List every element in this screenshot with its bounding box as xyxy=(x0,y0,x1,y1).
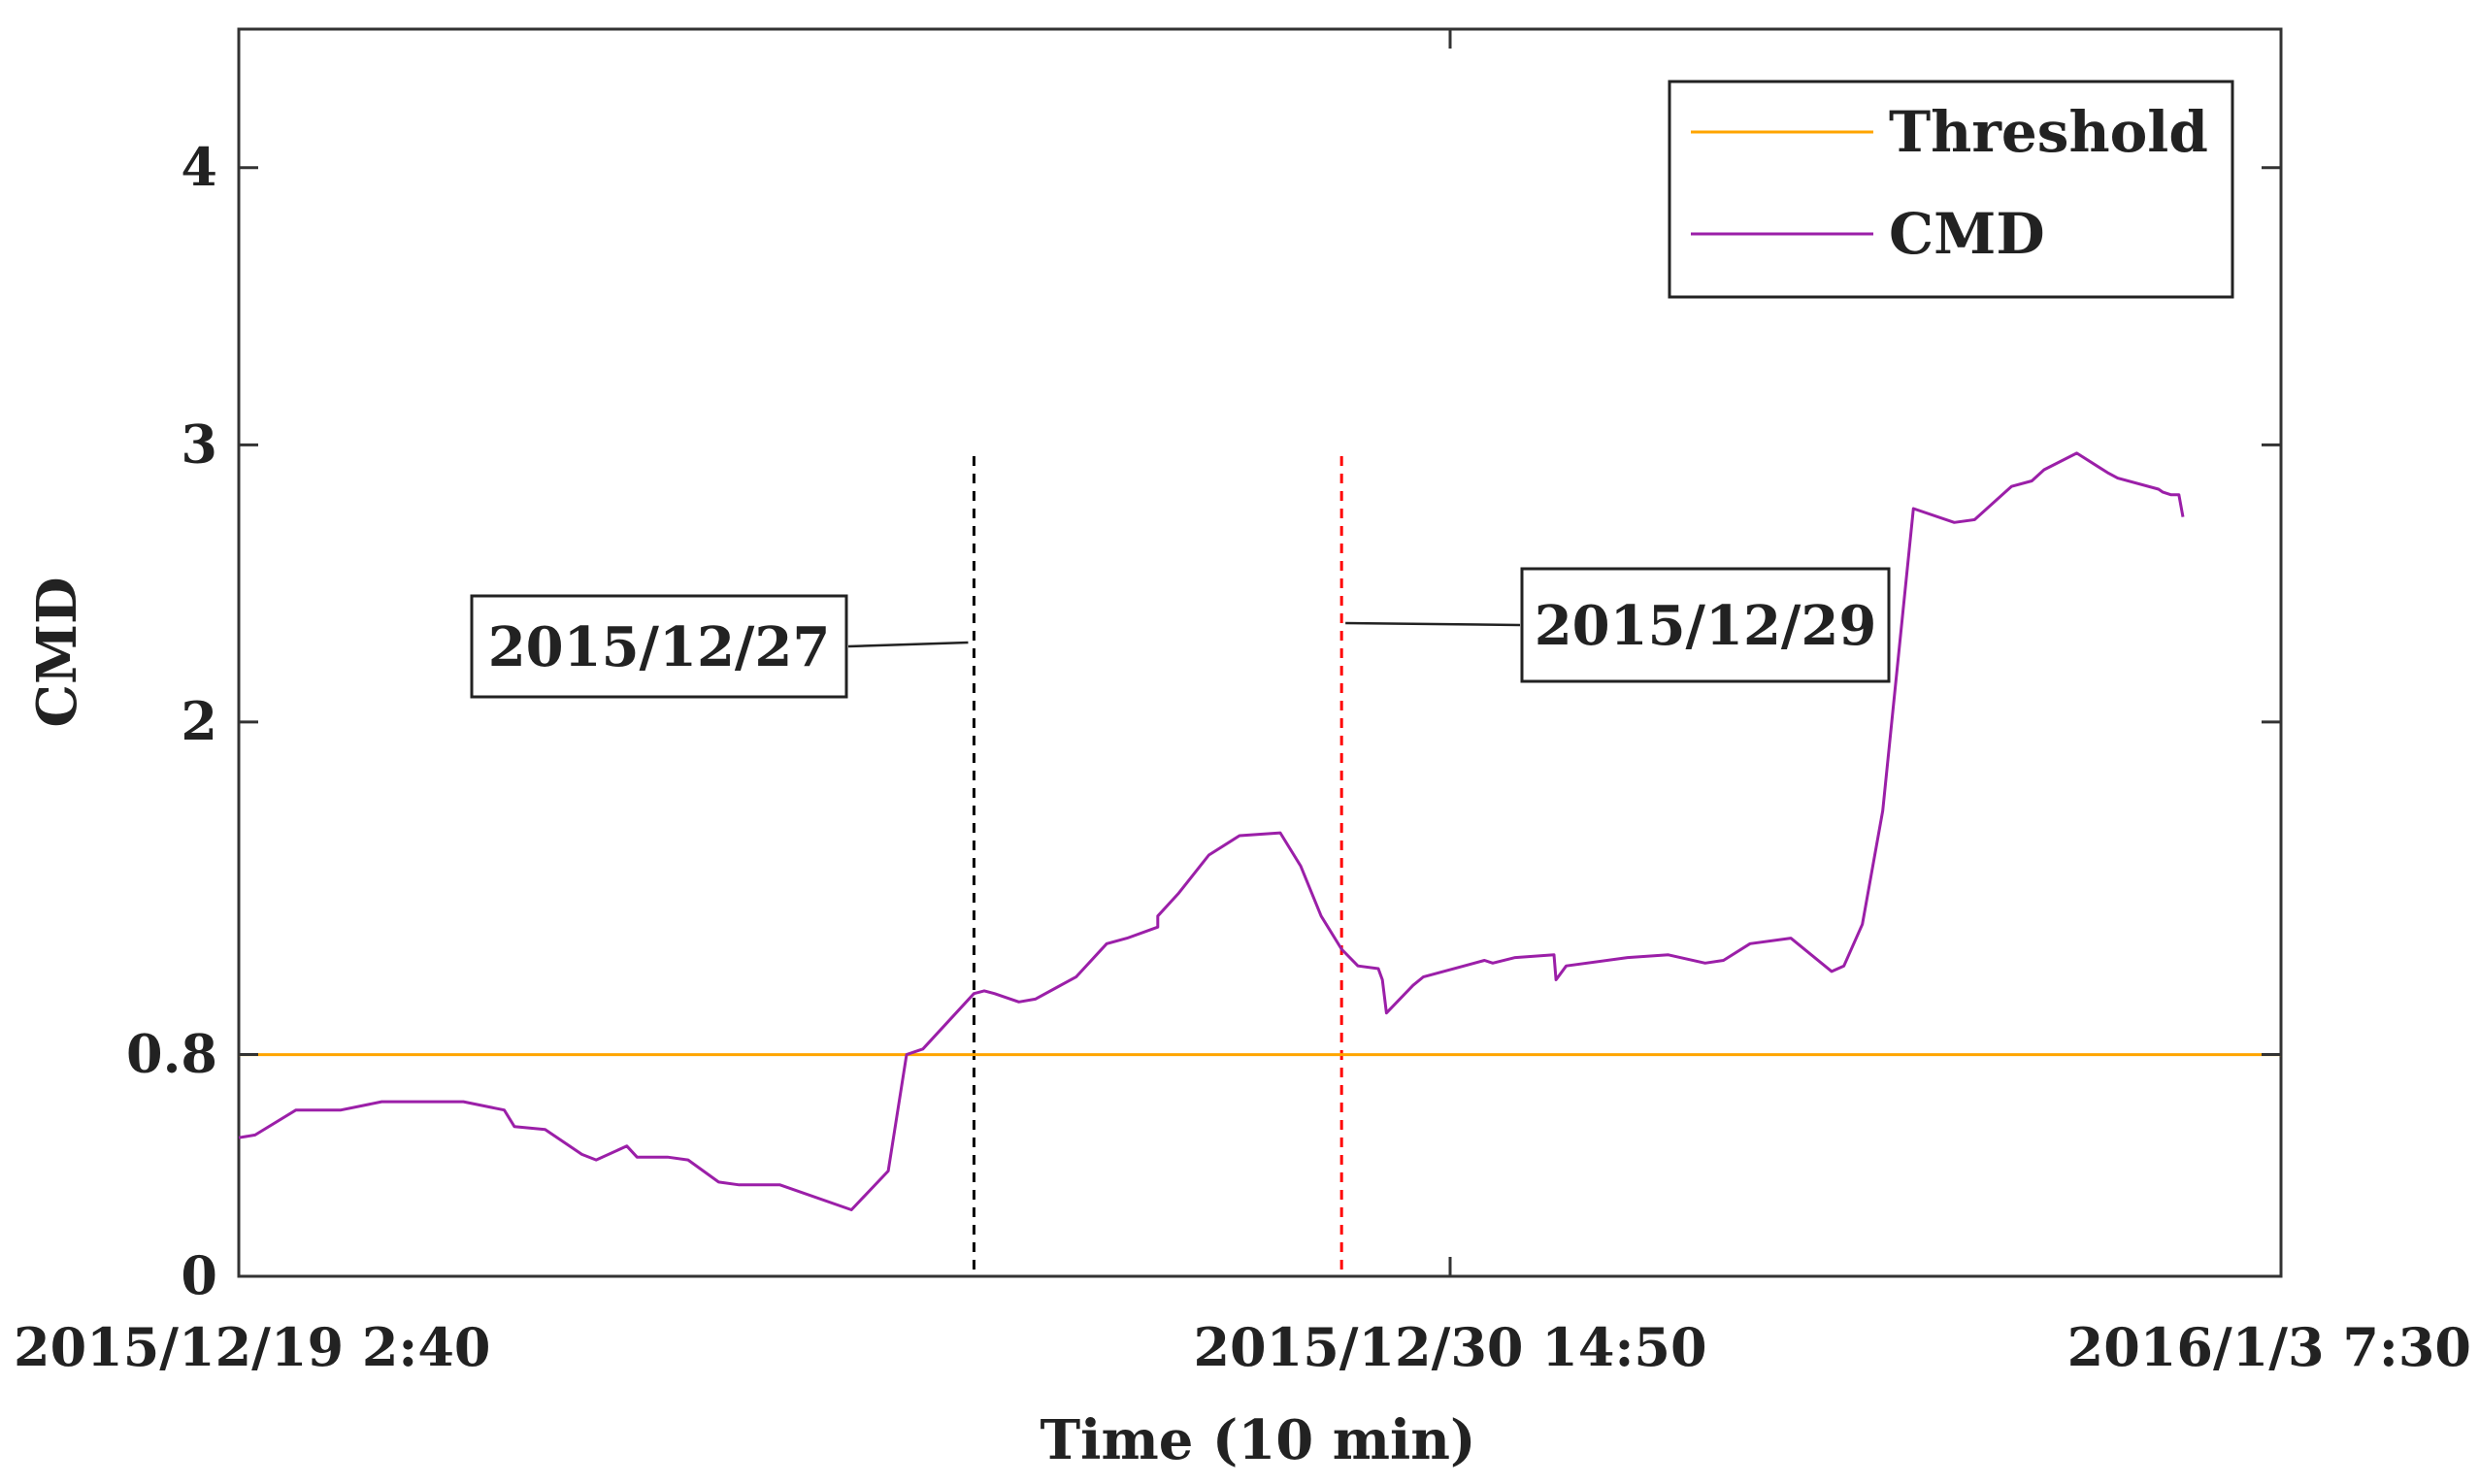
x-axis-title: Time (10 min) xyxy=(1041,1408,1476,1472)
y-tick-label: 4 xyxy=(181,136,217,198)
x-tick-label: 2016/1/3 7:30 xyxy=(2067,1316,2471,1378)
plot-border xyxy=(237,27,2283,1278)
legend-box xyxy=(1668,80,2234,299)
x-tick-label: 2015/12/30 14:50 xyxy=(1193,1316,1706,1378)
legend-label-cmd: CMD xyxy=(1889,201,2045,267)
annotation-leader-1 xyxy=(847,641,969,648)
annotation-label-2: 2015/12/29 xyxy=(1535,594,1877,658)
annotation-box-1 xyxy=(470,594,848,699)
x-axis-ticks: 2015/12/19 2:40 2015/12/30 14:50 2016/1/3 … xyxy=(14,29,2471,1378)
plot-frame xyxy=(237,27,2283,1278)
event-markers xyxy=(972,456,1343,1276)
series-line-cmd xyxy=(238,451,2185,1211)
annotation-label-1: 2015/12/27 xyxy=(488,615,831,679)
y-tick-label: 2 xyxy=(181,690,217,752)
y-tick-label: 0 xyxy=(181,1244,217,1306)
y-axis-title: CMD xyxy=(25,577,89,727)
y-axis-ticks: 0 0.8 2 3 4 xyxy=(126,136,2281,1306)
annotation-box-2 xyxy=(1520,567,1891,683)
x-tick-label: 2015/12/19 2:40 xyxy=(14,1316,490,1378)
annotation-leader-2 xyxy=(1345,621,1521,627)
date-annotations: 2015/12/27 2015/12/29 xyxy=(470,567,1891,699)
series-lines xyxy=(238,451,2281,1211)
y-tick-label: 3 xyxy=(181,412,217,475)
legend-label-threshold: Threshold xyxy=(1889,99,2208,165)
legend: Threshold CMD xyxy=(1668,80,2234,299)
y-tick-label: 0.8 xyxy=(126,1023,217,1085)
